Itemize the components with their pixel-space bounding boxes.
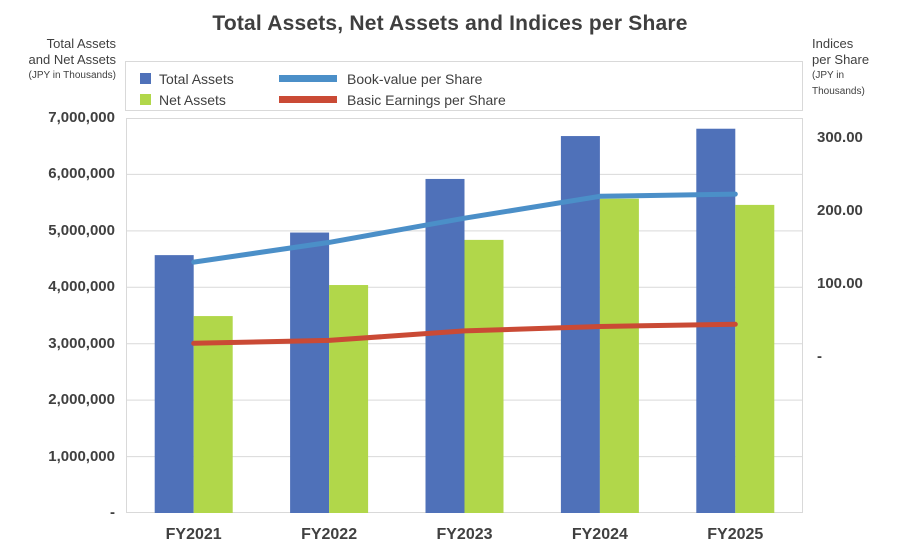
left-axis-title-line2: and Net Assets xyxy=(28,52,116,67)
right-axis-title: Indices per Share (JPY in Thousands) xyxy=(812,36,898,100)
right-axis-units: (JPY in Thousands) xyxy=(812,70,865,97)
x-axis-label-fy2023: FY2023 xyxy=(436,526,493,543)
chart-title: Total Assets, Net Assets and Indices per… xyxy=(212,12,688,35)
left-axis-title: Total Assets and Net Assets (JPY in Thou… xyxy=(10,36,116,84)
bar-total-assets-fy2023 xyxy=(425,178,465,513)
left-axis-tick-label: 6,000,000 xyxy=(48,165,115,183)
right-axis-tick-label: 200.00 xyxy=(817,201,863,219)
right-axis-title-line2: per Share xyxy=(812,52,870,67)
legend-label: Total Assets xyxy=(159,71,234,87)
bar-total-assets-fy2025 xyxy=(696,128,736,513)
left-axis-title-line1: Total Assets xyxy=(46,36,116,51)
bar-net-assets-fy2024 xyxy=(599,198,639,513)
right-axis-tick-label: - xyxy=(817,348,822,366)
left-axis-tick-label: 2,000,000 xyxy=(48,391,115,409)
left-axis-tick-label: 5,000,000 xyxy=(48,221,115,239)
right-axis-tick-label: 100.00 xyxy=(817,275,863,293)
line-basic-earnings-per-share xyxy=(191,321,738,346)
bar-net-assets-fy2022 xyxy=(329,285,369,513)
legend-label: Basic Earnings per Share xyxy=(347,92,506,108)
bar-total-assets-fy2022 xyxy=(290,232,330,514)
left-axis-tick-label: 4,000,000 xyxy=(48,278,115,296)
plot-area xyxy=(126,117,803,514)
bar-total-assets-fy2021 xyxy=(154,255,194,513)
left-axis-units: (JPY in Thousands) xyxy=(28,70,116,81)
right-axis-tick-label: 300.00 xyxy=(817,128,863,146)
bar-net-assets-fy2023 xyxy=(464,239,504,513)
legend-label: Net Assets xyxy=(159,92,226,108)
net-assets-swatch-icon xyxy=(140,94,151,105)
left-axis-tick-label: 7,000,000 xyxy=(48,109,115,126)
left-axis-tick-label: 3,000,000 xyxy=(48,334,115,352)
chart-svg xyxy=(126,117,803,514)
left-axis-tick-label: - xyxy=(110,504,115,521)
right-axis-title-line1: Indices xyxy=(812,36,854,51)
basic-eps-line-swatch-icon xyxy=(279,96,337,103)
book-value-line-swatch-icon xyxy=(279,75,337,82)
total-assets-swatch-icon xyxy=(140,73,151,84)
line-book-value-per-share xyxy=(191,191,738,265)
left-axis-tick-label: 1,000,000 xyxy=(48,447,115,465)
legend: Total Assets Net Assets Book-value per S… xyxy=(125,61,803,111)
x-axis-label-fy2024: FY2024 xyxy=(571,526,628,543)
x-axis-label-fy2021: FY2021 xyxy=(165,526,222,543)
x-axis-label-fy2025: FY2025 xyxy=(707,526,764,543)
legend-label: Book-value per Share xyxy=(347,71,483,87)
bar-net-assets-fy2021 xyxy=(193,316,233,513)
x-axis-label-fy2022: FY2022 xyxy=(301,526,358,543)
bar-net-assets-fy2025 xyxy=(735,204,775,513)
